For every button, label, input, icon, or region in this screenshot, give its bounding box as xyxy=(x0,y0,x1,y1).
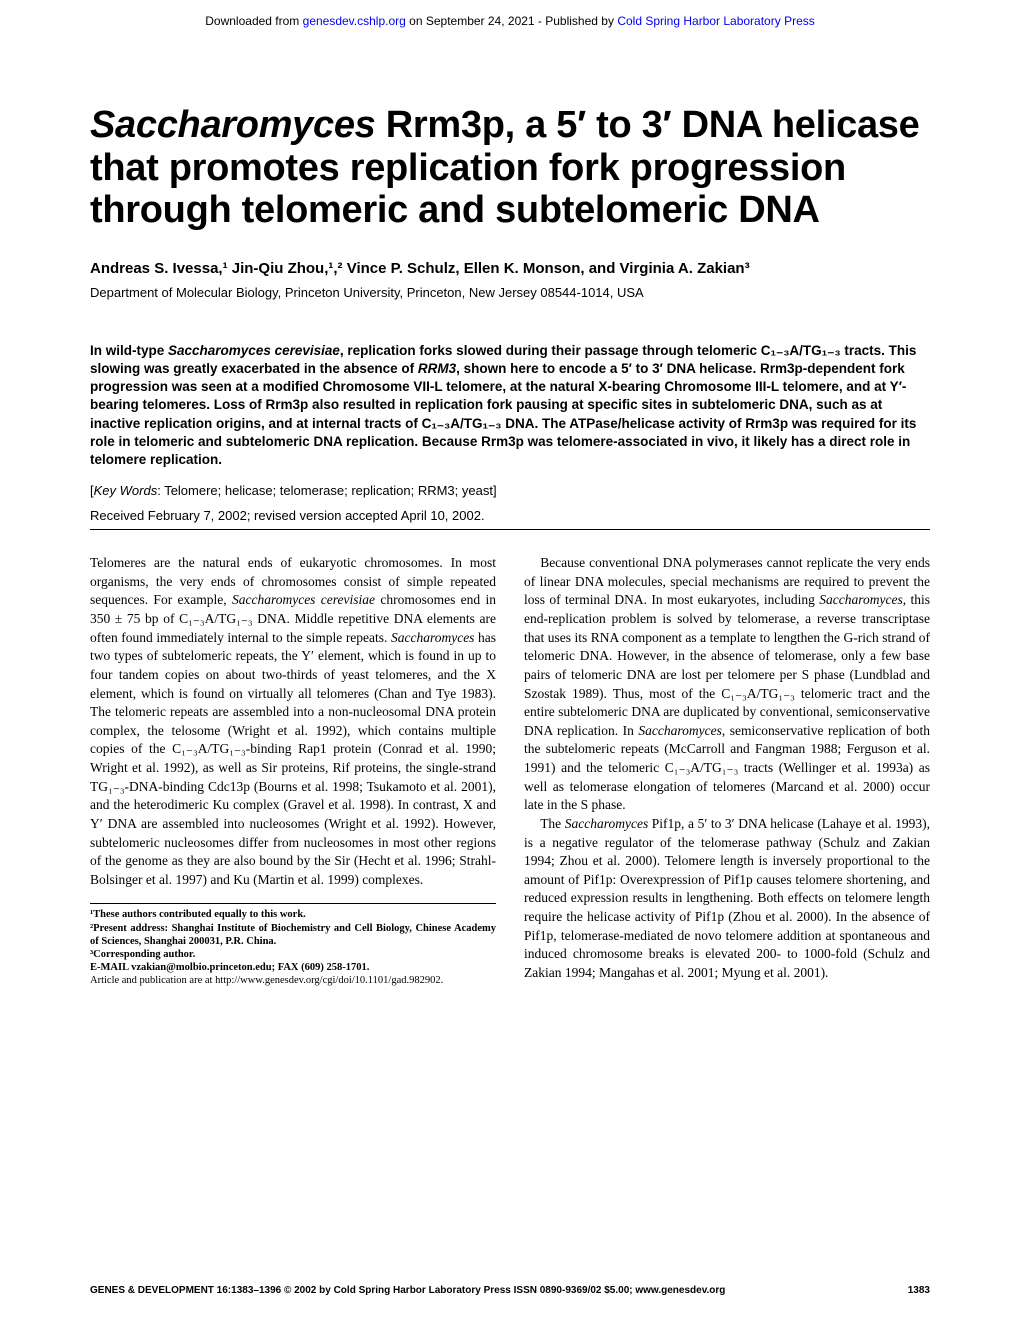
authors-line: Andreas S. Ivessa,¹ Jin-Qiu Zhou,¹,² Vin… xyxy=(90,260,930,277)
rp2a: The xyxy=(540,816,565,831)
download-banner: Downloaded from genesdev.cshlp.org on Se… xyxy=(0,0,1020,34)
lp1b: Saccharomyces cerevisiae xyxy=(232,592,375,607)
banner-link-2[interactable]: Cold Spring Harbor Laboratory Press xyxy=(617,14,814,28)
abstract-block: In wild-type Saccharomyces cerevisiae, r… xyxy=(90,342,930,470)
footnote-4: E-MAIL vzakian@molbio.princeton.edu; FAX… xyxy=(90,961,496,974)
banner-link-1[interactable]: genesdev.cshlp.org xyxy=(303,14,406,28)
rp2c: Pif1p, a 5′ to 3′ DNA helicase (Lahaye e… xyxy=(524,816,930,980)
page-content: Saccharomyces Rrm3p, a 5′ to 3′ DNA heli… xyxy=(0,34,1020,987)
lp1e: has two types of subtelomeric repeats, t… xyxy=(90,630,496,887)
divider xyxy=(90,529,930,530)
footer-bar: GENES & DEVELOPMENT 16:1383–1396 © 2002 … xyxy=(90,1285,930,1296)
rp2b: Saccharomyces xyxy=(565,816,648,831)
keywords-line: [Key Words: Telomere; helicase; telomera… xyxy=(90,483,930,498)
received-line: Received February 7, 2002; revised versi… xyxy=(90,508,930,523)
rp1b: Saccharomyces xyxy=(819,592,902,607)
abs-1a: In wild-type xyxy=(90,343,168,358)
footer-page-number: 1383 xyxy=(908,1285,930,1296)
title-italic-1: Saccharomyces xyxy=(90,104,376,146)
keywords-label: Key Words xyxy=(94,483,158,498)
lp1d: Saccharomyces xyxy=(391,630,474,645)
footer-left: GENES & DEVELOPMENT 16:1383–1396 © 2002 … xyxy=(90,1285,725,1296)
right-column: Because conventional DNA polymerases can… xyxy=(524,554,930,987)
banner-prefix: Downloaded from xyxy=(205,14,302,28)
keywords-text: : Telomere; helicase; telomerase; replic… xyxy=(157,483,496,498)
abs-1d: RRM3 xyxy=(418,361,456,376)
rp1d: Saccharomyces xyxy=(638,723,721,738)
left-para-1: Telomeres are the natural ends of eukary… xyxy=(90,554,496,889)
right-para-2: The Saccharomyces Pif1p, a 5′ to 3′ DNA … xyxy=(524,815,930,983)
footnote-1: ¹These authors contributed equally to th… xyxy=(90,908,496,921)
banner-middle: on September 24, 2021 - Published by xyxy=(406,14,617,28)
footnotes-block: ¹These authors contributed equally to th… xyxy=(90,903,496,987)
body-columns: Telomeres are the natural ends of eukary… xyxy=(90,554,930,987)
affiliation-line: Department of Molecular Biology, Princet… xyxy=(90,285,930,300)
left-column: Telomeres are the natural ends of eukary… xyxy=(90,554,496,987)
article-title: Saccharomyces Rrm3p, a 5′ to 3′ DNA heli… xyxy=(90,104,930,232)
footnote-5: Article and publication are at http://ww… xyxy=(90,974,496,987)
footnote-3: ³Corresponding author. xyxy=(90,948,496,961)
abs-1b: Saccharomyces cerevisiae xyxy=(168,343,340,358)
abs-1e: , shown here to encode a 5′ to 3′ DNA he… xyxy=(90,361,916,467)
right-para-1: Because conventional DNA polymerases can… xyxy=(524,554,930,815)
rp1c: , this end-replication problem is solved… xyxy=(524,592,930,737)
footnote-2: ²Present address: Shanghai Institute of … xyxy=(90,922,496,948)
